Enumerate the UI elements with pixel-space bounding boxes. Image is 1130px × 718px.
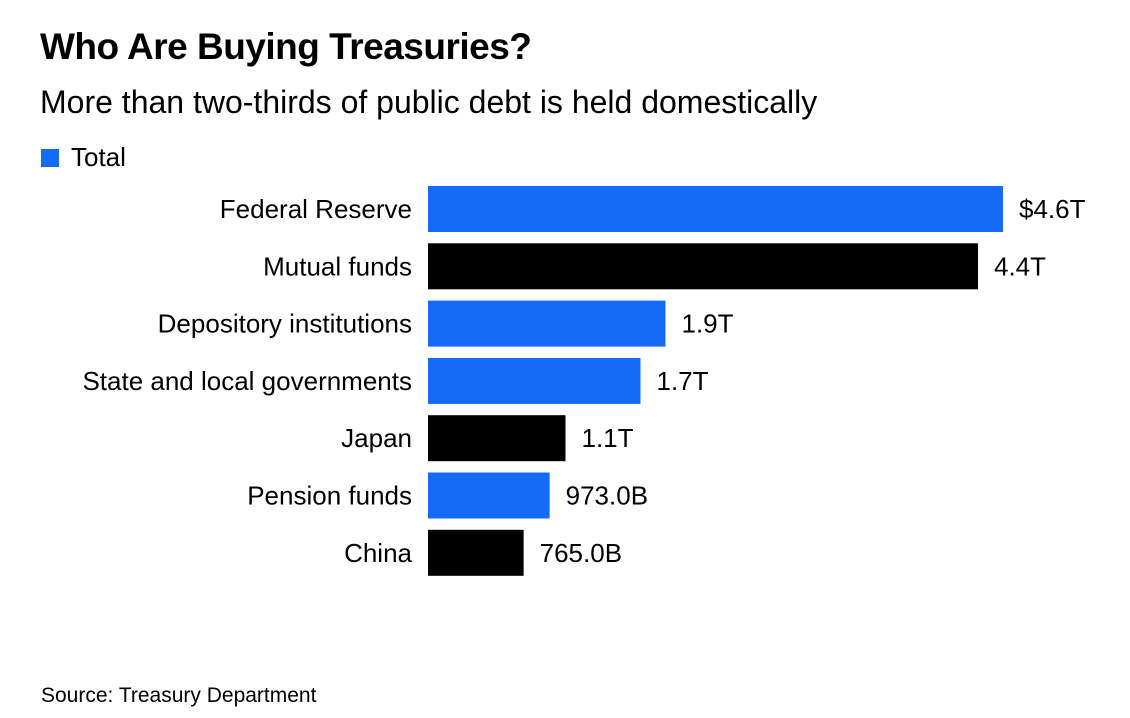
category-label: Japan bbox=[341, 423, 412, 453]
data-label: 765.0B bbox=[540, 538, 622, 568]
bar bbox=[428, 529, 524, 576]
legend-label-total: Total bbox=[71, 142, 126, 172]
chart-subtitle: More than two-thirds of public debt is h… bbox=[40, 84, 818, 120]
category-label: Federal Reserve bbox=[220, 194, 412, 224]
data-label: 4.4T bbox=[994, 251, 1046, 281]
bar bbox=[428, 300, 666, 347]
source-note: Source: Treasury Department bbox=[41, 684, 317, 707]
legend: Total bbox=[40, 142, 126, 173]
chart-title: Who Are Buying Treasuries? bbox=[40, 26, 532, 67]
data-label: 973.0B bbox=[566, 481, 648, 511]
category-label: Mutual funds bbox=[263, 251, 412, 281]
bar bbox=[428, 472, 550, 519]
data-label: 1.1T bbox=[582, 423, 634, 453]
data-label: $4.6T bbox=[1019, 194, 1086, 224]
bar bbox=[428, 357, 641, 404]
category-label: China bbox=[344, 538, 412, 568]
data-label: 1.7T bbox=[657, 366, 709, 396]
category-label: Pension funds bbox=[247, 481, 412, 511]
bar bbox=[428, 415, 566, 462]
data-label: 1.9T bbox=[682, 309, 734, 339]
bar bbox=[428, 186, 1003, 232]
bar bbox=[428, 243, 978, 290]
legend-swatch-total bbox=[41, 148, 59, 167]
category-label: Depository institutions bbox=[158, 309, 412, 339]
category-label: State and local governments bbox=[82, 366, 412, 396]
